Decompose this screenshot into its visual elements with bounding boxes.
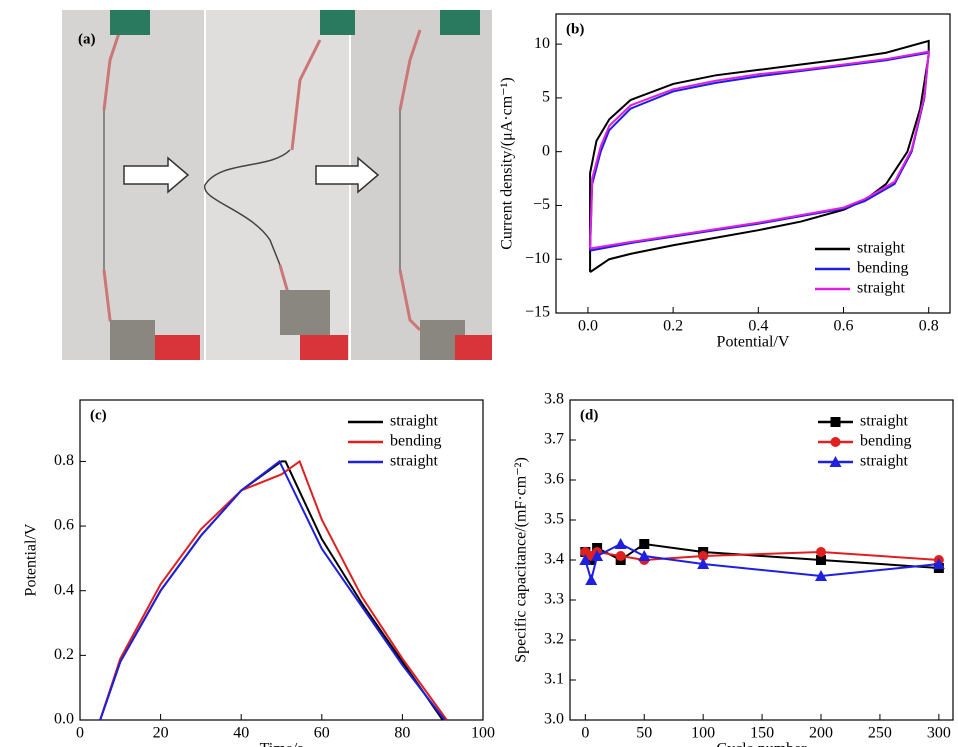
- marker: [638, 550, 651, 561]
- plot-frame: [79, 399, 484, 721]
- legend-label: straight: [857, 280, 906, 297]
- y-tick-label: 0.2: [54, 646, 74, 663]
- legend-label: bending: [857, 260, 909, 277]
- x-tick-label: 0: [581, 725, 589, 742]
- x-tick-label: 0.8: [919, 318, 939, 335]
- x-tick-label: 100: [691, 725, 715, 742]
- y-tick-label: 3.3: [544, 591, 564, 608]
- x-tick-label: 20: [153, 725, 169, 742]
- series-line: [99, 460, 444, 721]
- legend-label: straight: [390, 453, 439, 470]
- legend-marker: [830, 437, 841, 447]
- clip-handle: [455, 335, 492, 360]
- x-tick-label: 60: [314, 725, 330, 742]
- x-tick-label: 0.4: [748, 318, 768, 335]
- wire: [102, 29, 122, 111]
- x-tick-label: 300: [927, 725, 951, 742]
- y-tick-label: 10: [534, 35, 550, 52]
- legend-label: straight: [860, 413, 909, 430]
- x-tick-label: 0.2: [663, 318, 683, 335]
- marker: [697, 558, 710, 569]
- y-tick-label: 0.8: [54, 452, 74, 469]
- panel-label: (d): [580, 407, 598, 423]
- x-tick-label: 0: [76, 725, 84, 742]
- marker: [932, 558, 945, 569]
- x-tick-label: 80: [394, 725, 410, 742]
- marker: [615, 551, 626, 561]
- photo-section: [350, 10, 492, 360]
- x-axis-label: Potential/V: [717, 334, 790, 351]
- photo: (a): [62, 10, 492, 360]
- y-tick-label: 3.0: [544, 711, 564, 728]
- marker: [614, 538, 627, 549]
- panel-label: (c): [90, 407, 107, 423]
- x-tick-label: 50: [636, 725, 652, 742]
- y-tick-label: 0.4: [54, 581, 74, 598]
- fiber-bent: [204, 149, 291, 266]
- clip: [110, 320, 155, 360]
- y-tick-label: 3.4: [544, 551, 564, 568]
- y-tick-label: 5: [542, 89, 550, 106]
- series-line: [584, 542, 939, 584]
- arrow: [123, 156, 190, 194]
- clip-handle: [110, 10, 150, 35]
- plot-frame: [555, 13, 951, 314]
- y-tick-label: 3.5: [544, 511, 564, 528]
- panel-label: (a): [78, 31, 96, 47]
- clip-handle: [155, 335, 200, 360]
- y-tick-label: 3.6: [544, 471, 564, 488]
- series-line: [99, 459, 446, 721]
- marker: [698, 551, 709, 561]
- x-tick-label: 0.0: [578, 318, 598, 335]
- x-axis-label: Time/s: [260, 741, 304, 747]
- clip-handle: [320, 10, 355, 35]
- y-tick-label: 3.2: [544, 631, 564, 648]
- y-tick-label: 3.8: [544, 391, 564, 408]
- series-line: [589, 50, 930, 250]
- marker: [579, 554, 592, 565]
- wire: [290, 39, 322, 151]
- series-line: [589, 51, 930, 252]
- y-axis-label: Specific capacitance/(mF·cm⁻²): [513, 457, 530, 663]
- series-line: [99, 459, 448, 721]
- clip-handle: [300, 335, 348, 360]
- legend-label: bending: [390, 433, 442, 450]
- marker: [585, 574, 598, 585]
- wire: [398, 29, 422, 111]
- panel-label: (b): [566, 21, 584, 37]
- legend-label: straight: [860, 453, 909, 470]
- legend-label: straight: [390, 413, 439, 430]
- y-tick-label: 0: [542, 142, 550, 159]
- marker: [816, 555, 827, 565]
- clip: [280, 290, 330, 335]
- wire: [398, 269, 422, 332]
- legend-marker: [829, 456, 842, 467]
- clip-handle: [440, 10, 480, 35]
- x-axis-label: Cycle number: [716, 741, 807, 747]
- y-tick-label: 0.6: [54, 517, 74, 534]
- x-tick-label: 250: [868, 725, 892, 742]
- legend-marker: [830, 417, 841, 427]
- y-tick-label: 0.0: [54, 711, 74, 728]
- arrow: [315, 156, 380, 194]
- x-tick-label: 150: [750, 725, 774, 742]
- y-tick-label: −5: [533, 196, 550, 213]
- legend-label: bending: [860, 433, 912, 450]
- legend-label: straight: [857, 240, 906, 257]
- y-axis-label: Potential/V: [23, 523, 40, 596]
- x-tick-label: 100: [471, 725, 495, 742]
- y-tick-label: −10: [525, 250, 550, 267]
- marker: [591, 550, 604, 561]
- marker: [816, 547, 827, 557]
- y-axis-label: Current density/(μA·cm⁻¹): [499, 77, 516, 249]
- y-tick-label: −15: [525, 304, 550, 321]
- y-tick-label: 3.7: [544, 431, 564, 448]
- x-tick-label: 40: [233, 725, 249, 742]
- marker: [639, 539, 650, 549]
- y-tick-label: 3.1: [544, 671, 564, 688]
- marker: [815, 570, 828, 581]
- x-tick-label: 200: [809, 725, 833, 742]
- x-tick-label: 0.6: [834, 318, 854, 335]
